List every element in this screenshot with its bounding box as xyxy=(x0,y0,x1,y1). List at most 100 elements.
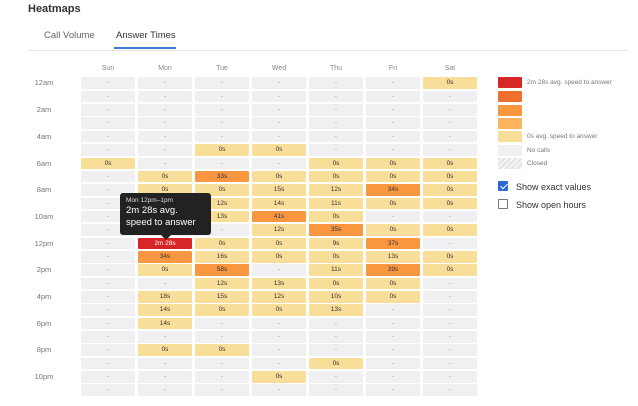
heatmap-cell[interactable]: - xyxy=(195,224,249,236)
heatmap-cell[interactable]: - xyxy=(81,210,135,223)
heatmap-cell[interactable]: - xyxy=(366,90,420,103)
heatmap-cell[interactable]: 13s xyxy=(195,210,249,223)
heatmap-cell[interactable]: - xyxy=(423,344,477,356)
heatmap-cell[interactable]: - xyxy=(309,104,363,116)
heatmap-cell[interactable]: 0s xyxy=(252,371,306,383)
heatmap-cell[interactable]: - xyxy=(252,331,306,343)
heatmap-cell[interactable]: 12s xyxy=(252,291,306,303)
heatmap-cell[interactable]: - xyxy=(366,210,420,223)
heatmap-cell[interactable]: 0s xyxy=(252,237,306,250)
heatmap-cell[interactable]: - xyxy=(366,144,420,156)
heatmap-cell[interactable]: - xyxy=(366,331,420,343)
heatmap-cell[interactable]: 0s xyxy=(309,357,363,370)
heatmap-cell[interactable]: - xyxy=(81,130,135,143)
heatmap-cell[interactable]: 0s xyxy=(309,170,363,183)
heatmap-cell[interactable]: 14s xyxy=(138,304,192,316)
heatmap-cell[interactable]: - xyxy=(252,157,306,170)
heatmap-cell[interactable]: - xyxy=(81,197,135,210)
heatmap-cell[interactable]: 39s xyxy=(366,264,420,276)
heatmap-cell[interactable]: - xyxy=(252,264,306,276)
heatmap-cell[interactable]: 34s xyxy=(366,184,420,196)
heatmap-cell[interactable]: - xyxy=(423,317,477,330)
heatmap-cell[interactable]: 0s xyxy=(423,170,477,183)
heatmap-cell[interactable]: 0s xyxy=(366,291,420,303)
heatmap-cell[interactable]: - xyxy=(366,304,420,316)
heatmap-cell[interactable]: - xyxy=(81,317,135,330)
heatmap-cell[interactable]: 35s xyxy=(309,224,363,236)
heatmap-cell[interactable]: - xyxy=(195,331,249,343)
heatmap-cell[interactable]: - xyxy=(252,117,306,130)
heatmap-cell[interactable]: - xyxy=(138,104,192,116)
heatmap-cell[interactable]: 0s xyxy=(423,264,477,276)
heatmap-cell[interactable]: 0s xyxy=(252,170,306,183)
heatmap-cell[interactable]: 0s xyxy=(423,77,477,89)
heatmap-cell[interactable]: - xyxy=(423,291,477,303)
heatmap-cell[interactable]: 0s xyxy=(138,264,192,276)
heatmap-cell[interactable]: 0s xyxy=(252,250,306,263)
heatmap-cell[interactable]: - xyxy=(81,170,135,183)
heatmap-cell[interactable]: 0s xyxy=(252,144,306,156)
heatmap-cell[interactable]: - xyxy=(252,344,306,356)
heatmap-cell[interactable]: - xyxy=(81,291,135,303)
heatmap-cell[interactable]: 0s xyxy=(309,250,363,263)
heatmap-cell[interactable]: - xyxy=(138,90,192,103)
heatmap-cell[interactable]: - xyxy=(366,384,420,397)
heatmap-cell[interactable]: 0s xyxy=(309,210,363,223)
heatmap-cell[interactable]: - xyxy=(366,104,420,116)
heatmap-cell[interactable]: - xyxy=(366,117,420,130)
heatmap-cell[interactable]: - xyxy=(366,317,420,330)
heatmap-cell[interactable]: 33s xyxy=(195,170,249,183)
heatmap-cell[interactable]: - xyxy=(81,277,135,290)
heatmap-cell[interactable]: - xyxy=(252,357,306,370)
heatmap-cell[interactable]: - xyxy=(252,130,306,143)
heatmap-cell[interactable]: - xyxy=(81,237,135,250)
heatmap-cell[interactable]: - xyxy=(81,264,135,276)
heatmap-cell[interactable]: - xyxy=(81,90,135,103)
heatmap-cell[interactable]: - xyxy=(252,384,306,397)
heatmap-cell[interactable]: 58s xyxy=(195,264,249,276)
heatmap-cell[interactable]: 10s xyxy=(309,291,363,303)
heatmap-cell[interactable]: - xyxy=(423,144,477,156)
heatmap-cell[interactable]: - xyxy=(423,384,477,397)
heatmap-cell[interactable]: 0s xyxy=(309,277,363,290)
show-exact-values-checkbox[interactable] xyxy=(498,181,508,191)
heatmap-cell[interactable]: - xyxy=(195,117,249,130)
heatmap-cell[interactable]: 0s xyxy=(195,184,249,196)
heatmap-cell[interactable]: 0s xyxy=(423,250,477,263)
heatmap-cell[interactable]: 0s xyxy=(366,224,420,236)
heatmap-cell[interactable]: - xyxy=(195,384,249,397)
heatmap-cell[interactable]: - xyxy=(138,384,192,397)
heatmap-cell[interactable]: - xyxy=(138,144,192,156)
heatmap-cell[interactable]: - xyxy=(195,130,249,143)
heatmap-cell[interactable]: - xyxy=(309,317,363,330)
heatmap-cell[interactable]: 0s xyxy=(138,170,192,183)
heatmap-cell[interactable]: - xyxy=(366,77,420,89)
heatmap-cell[interactable]: 0s xyxy=(138,344,192,356)
heatmap-cell[interactable]: 41s xyxy=(252,210,306,223)
heatmap-cell[interactable]: - xyxy=(252,90,306,103)
heatmap-cell[interactable]: - xyxy=(423,117,477,130)
heatmap-cell[interactable]: - xyxy=(309,130,363,143)
heatmap-cell[interactable]: 12s xyxy=(195,197,249,210)
heatmap-cell[interactable]: 37s xyxy=(366,237,420,250)
show-open-hours-checkbox[interactable] xyxy=(498,199,508,209)
heatmap-cell[interactable]: - xyxy=(423,277,477,290)
heatmap-cell[interactable]: - xyxy=(195,90,249,103)
heatmap-cell[interactable]: - xyxy=(252,77,306,89)
heatmap-cell[interactable]: 0s xyxy=(195,304,249,316)
heatmap-cell[interactable]: - xyxy=(81,144,135,156)
heatmap-cell[interactable]: 0s xyxy=(309,157,363,170)
heatmap-cell[interactable]: - xyxy=(423,130,477,143)
heatmap-cell[interactable]: - xyxy=(423,90,477,103)
heatmap-cell[interactable]: 0s xyxy=(252,304,306,316)
heatmap-cell[interactable]: - xyxy=(423,371,477,383)
heatmap-cell[interactable]: 12s xyxy=(309,184,363,196)
heatmap-cell[interactable]: 14s xyxy=(138,317,192,330)
heatmap-cell[interactable]: - xyxy=(423,304,477,316)
heatmap-cell[interactable]: - xyxy=(81,357,135,370)
heatmap-cell[interactable]: - xyxy=(309,144,363,156)
heatmap-cell[interactable]: - xyxy=(138,331,192,343)
tab-call-volume[interactable]: Call Volume xyxy=(44,30,95,41)
heatmap-cell[interactable]: - xyxy=(81,344,135,356)
heatmap-cell[interactable]: - xyxy=(138,277,192,290)
